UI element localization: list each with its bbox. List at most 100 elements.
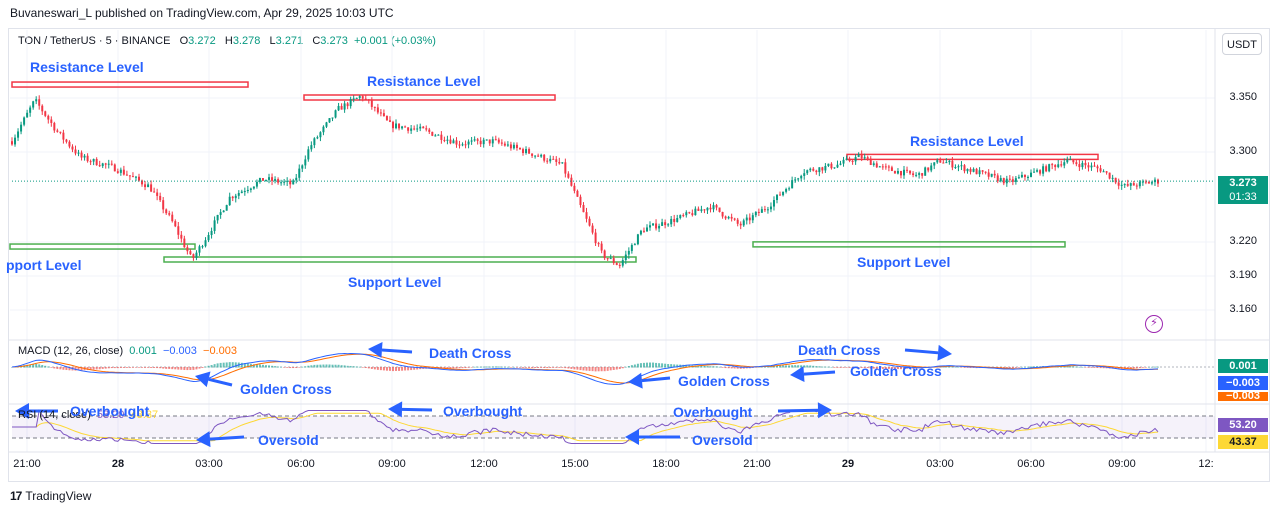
candle-body <box>978 170 981 175</box>
time-tick: 28 <box>111 458 125 470</box>
resistance-label: Resistance Level <box>367 73 481 89</box>
macd-histogram-bar <box>162 367 165 369</box>
candle-body <box>921 173 924 176</box>
candle-body <box>458 144 461 146</box>
candle-body <box>525 149 528 154</box>
candle-body <box>585 212 588 219</box>
macd-histogram-bar <box>95 367 98 370</box>
candle-body <box>1135 185 1138 187</box>
candle-body <box>996 175 999 182</box>
golden-cross-label: Golden Cross <box>240 381 332 397</box>
candle-body <box>470 140 473 142</box>
candle-body <box>104 163 107 165</box>
candle-body <box>1093 165 1096 167</box>
macd-histogram-bar <box>896 367 899 370</box>
macd-histogram-bar <box>367 367 370 369</box>
candle-body <box>1042 166 1045 174</box>
candle-body <box>391 121 394 129</box>
candle-body <box>150 184 153 192</box>
macd-histogram-bar <box>379 367 382 371</box>
candle-body <box>289 180 292 185</box>
macd-histogram-bar <box>642 362 645 368</box>
candle-body <box>579 196 582 206</box>
macd-histogram-bar <box>1141 367 1144 368</box>
macd-histogram-bar <box>703 365 706 368</box>
macd-histogram-bar <box>718 366 721 368</box>
macd-histogram-bar <box>652 362 655 368</box>
candle-body <box>144 184 147 188</box>
macd-histogram-bar <box>670 364 673 368</box>
candle-body <box>204 240 207 247</box>
macd-histogram-bar <box>872 367 875 369</box>
candle-body <box>709 207 712 210</box>
time-tick: 09:00 <box>1108 458 1136 470</box>
candle-body <box>17 131 20 138</box>
macd-histogram-bar <box>207 365 210 368</box>
oversold-label: Oversold <box>692 432 753 448</box>
candle-body <box>455 140 458 145</box>
macd-histogram-bar <box>110 367 113 369</box>
macd-histogram-bar <box>518 367 521 368</box>
time-tick: 03:00 <box>195 458 223 470</box>
macd-histogram-bar <box>830 366 833 368</box>
candle-body <box>268 177 271 180</box>
macd-histogram-bar <box>570 367 573 369</box>
candle-body <box>131 176 134 178</box>
macd-histogram-bar <box>122 367 125 368</box>
macd-histogram-bar <box>11 367 13 368</box>
time-tick: 06:00 <box>1017 458 1045 470</box>
candle-body <box>624 254 627 261</box>
candle-body <box>803 173 806 176</box>
macd-histogram-bar <box>1099 367 1102 369</box>
macd-histogram-bar <box>485 366 488 368</box>
macd-histogram-bar <box>446 367 449 369</box>
macd-histogram-bar <box>292 367 295 369</box>
macd-histogram-bar <box>612 367 615 370</box>
candle-body <box>1102 171 1105 173</box>
macd-histogram-bar <box>582 367 585 371</box>
candle-body <box>370 100 373 107</box>
candle-body <box>824 165 827 171</box>
macd-histogram-bar <box>210 365 213 368</box>
macd-histogram-bar <box>159 367 162 369</box>
macd-histogram-bar <box>763 366 766 368</box>
macd-histogram-bar <box>53 367 56 369</box>
macd-histogram-bar <box>543 367 546 369</box>
candle-body <box>497 139 500 143</box>
footer[interactable]: 17 TradingView <box>10 489 91 503</box>
candle-body <box>896 170 899 174</box>
candle-body <box>633 244 636 246</box>
candle-body <box>639 230 642 235</box>
candle-body <box>198 246 201 253</box>
candle-body <box>340 105 343 110</box>
macd-histogram-bar <box>788 365 791 368</box>
candle-body <box>29 107 32 113</box>
macd-histogram-bar <box>630 365 633 368</box>
symbol-name[interactable]: TON / TetherUS · 5 · BINANCE <box>18 35 171 47</box>
candle-body <box>833 167 836 169</box>
macd-histogram-bar <box>609 367 612 371</box>
macd-histogram-bar <box>119 367 122 368</box>
macd-legend[interactable]: MACD (12, 26, close) 0.001 −0.003 −0.003 <box>18 345 237 357</box>
candle-body <box>407 127 410 131</box>
candle-body <box>869 158 872 166</box>
macd-histogram-bar <box>588 367 591 371</box>
lightning-icon[interactable]: ⚡ <box>1145 315 1163 333</box>
macd-histogram-bar <box>1014 367 1017 368</box>
candle-body <box>821 167 824 171</box>
candle-body <box>1123 184 1126 186</box>
candle-body <box>993 173 996 176</box>
macd-histogram-bar <box>1078 366 1081 368</box>
candle-body <box>1030 172 1033 177</box>
candle-body <box>942 162 945 164</box>
macd-histogram-bar <box>358 366 361 368</box>
macd-histogram-bar <box>1126 367 1129 369</box>
candle-body <box>137 176 140 181</box>
macd-histogram-bar <box>92 367 95 370</box>
rsi-legend[interactable]: RSI (14, close) 53.20 43.37 <box>18 409 158 421</box>
candle-body <box>987 172 990 177</box>
currency-button[interactable]: USDT <box>1222 33 1262 55</box>
candle-body <box>839 163 842 165</box>
candle-body <box>373 106 376 108</box>
